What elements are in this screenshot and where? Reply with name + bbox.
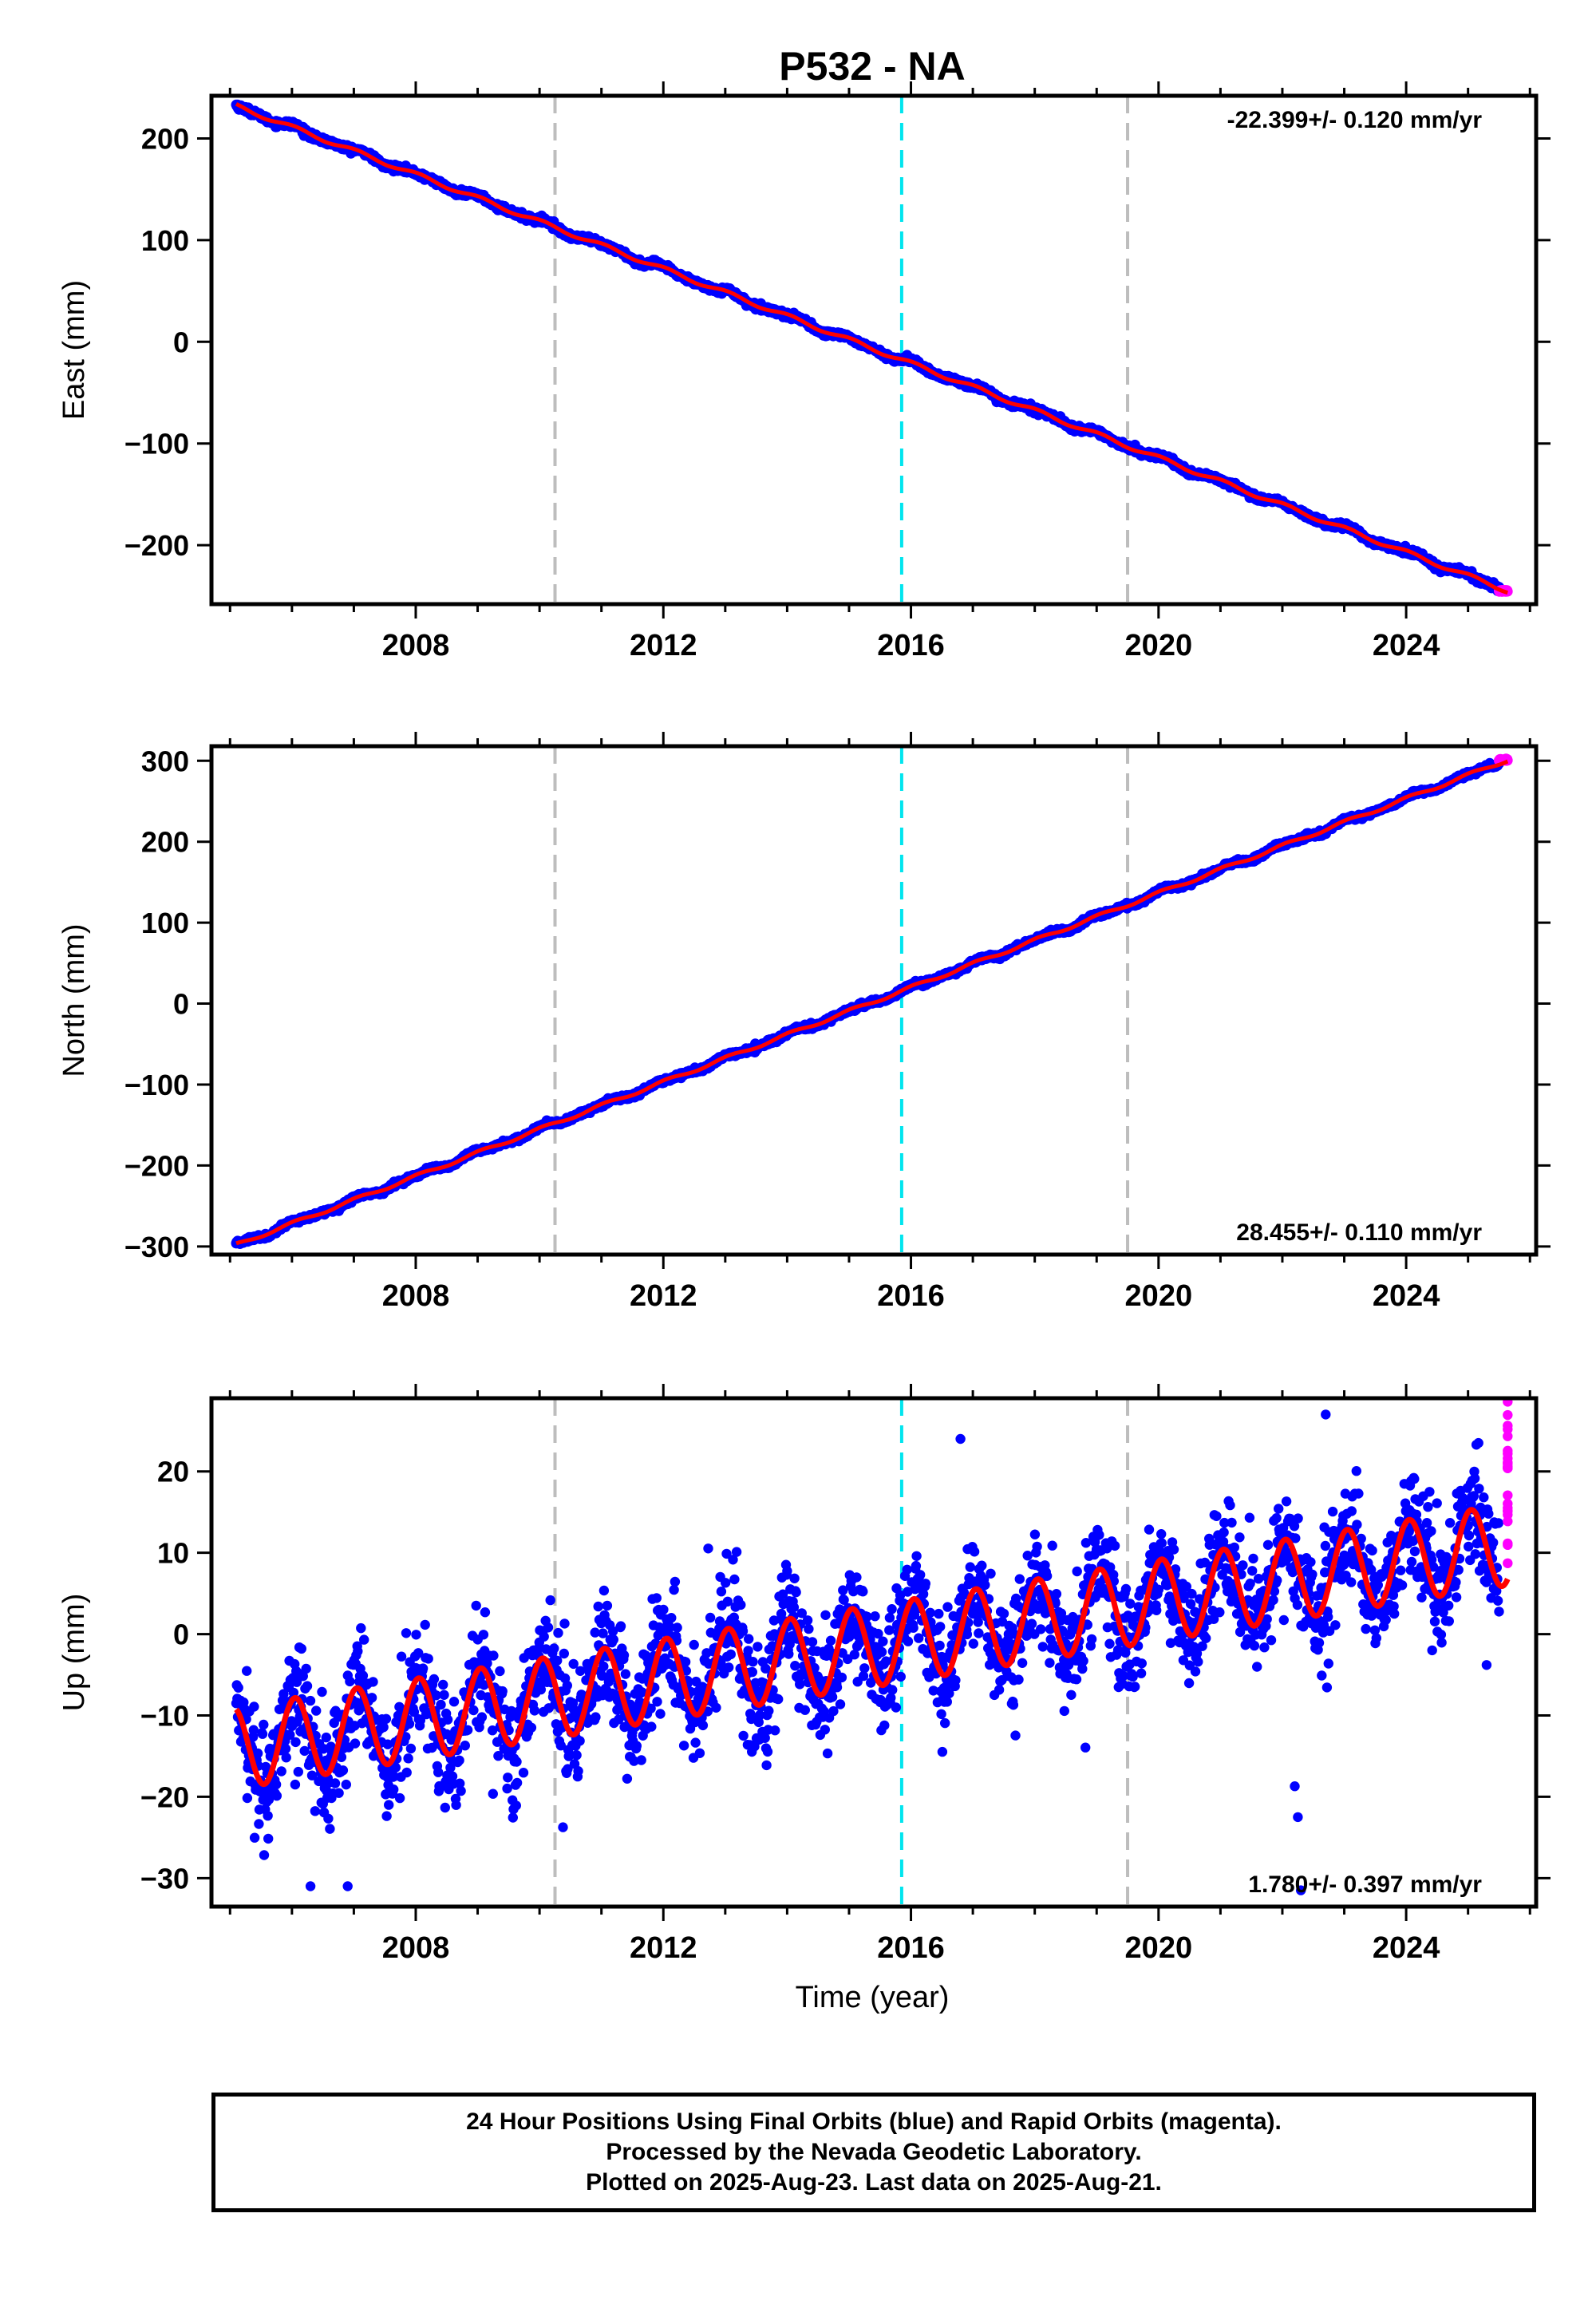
rapid-orbit-point [1503, 1539, 1513, 1551]
y-axis-label: Up (mm) [57, 1594, 91, 1712]
x-tick-label: 2024 [1373, 1279, 1440, 1313]
y-tick-label: −200 [124, 529, 189, 562]
panel-3: 20 10 0 −10 −20 −30 2008 2012 2016 2020 2024 Up (mm… [57, 1384, 1551, 1965]
rapid-orbit-point [1503, 1398, 1513, 1407]
panel-frame [209, 744, 1539, 1257]
rapid-orbit-point [1503, 1409, 1513, 1421]
y-tick-label: 200 [141, 826, 189, 859]
rapid-orbit-point [1503, 1503, 1513, 1513]
model-fit-curve [234, 1507, 1511, 1788]
y-tick-label: 100 [141, 224, 189, 257]
x-tick-label: 2024 [1373, 629, 1440, 662]
caption-line-processor: Processed by the Nevada Geodetic Laborat… [606, 2139, 1142, 2165]
x-tick-label: 2024 [1373, 1931, 1440, 1965]
x-tick-label: 2008 [382, 1931, 450, 1965]
y-tick-label: 10 [157, 1537, 189, 1570]
y-tick-label: 20 [157, 1456, 189, 1488]
x-tick-label: 2012 [630, 629, 697, 662]
rate-annotation: -22.399+/- 0.120 mm/yr [1227, 107, 1483, 133]
y-tick-label: −100 [124, 428, 189, 460]
panel-1: 200 100 0 −100 −200 2008 2012 2016 2020 2024 East … [57, 81, 1551, 662]
y-tick-label: −30 [140, 1862, 189, 1895]
rate-annotation: 1.780+/- 0.397 mm/yr [1248, 1871, 1482, 1898]
panel-2: 300 200 100 0 −100 −200 −300 2008 2012 2016 2020 20… [57, 732, 1551, 1313]
x-tick-label: 2020 [1125, 629, 1193, 662]
x-tick-label: 2008 [382, 629, 450, 662]
y-axis-label: North (mm) [57, 923, 91, 1077]
y-tick-label: 0 [173, 988, 189, 1021]
x-tick-label: 2016 [877, 629, 945, 662]
caption-line-dates: Plotted on 2025-Aug-23. Last data on 202… [586, 2169, 1162, 2195]
rapid-orbit-point [1503, 1421, 1513, 1431]
model-fit-curve [235, 102, 1508, 595]
rate-annotation: 28.455+/- 0.110 mm/yr [1236, 1219, 1482, 1246]
model-fit-curve [235, 759, 1509, 1246]
caption-box: 24 Hour Positions Using Final Orbits (bl… [211, 2093, 1536, 2212]
y-tick-label: −200 [124, 1149, 189, 1182]
y-tick-label: 300 [141, 745, 189, 777]
x-tick-label: 2012 [630, 1931, 697, 1965]
x-tick-label: 2012 [630, 1279, 697, 1313]
x-tick-label: 2020 [1125, 1931, 1193, 1965]
rapid-orbit-point [1503, 1461, 1513, 1472]
panel-frame [209, 93, 1539, 607]
x-tick-label: 2016 [877, 1931, 945, 1965]
y-axis-label: East (mm) [57, 280, 91, 420]
x-tick-label: 2016 [877, 1279, 945, 1313]
y-tick-label: 0 [173, 326, 189, 358]
rapid-orbit-point [1503, 1445, 1513, 1456]
y-tick-label: −300 [124, 1231, 189, 1263]
rapid-orbit-point [1503, 1431, 1513, 1441]
rapid-orbit-point [1503, 1453, 1513, 1464]
x-axis-label: Time (year) [796, 1981, 950, 2014]
caption-line-orbits: 24 Hour Positions Using Final Orbits (bl… [466, 2109, 1282, 2135]
y-tick-label: −20 [140, 1780, 189, 1813]
chart-title: P532 - NA [779, 44, 965, 89]
rapid-orbit-point [1503, 1516, 1513, 1527]
rapid-orbit-point [1503, 1558, 1513, 1568]
y-tick-label: 0 [173, 1618, 189, 1651]
rapid-orbit-point [1503, 1490, 1513, 1500]
y-tick-label: 100 [141, 907, 189, 939]
y-tick-label: −10 [140, 1699, 189, 1732]
panel-frame [209, 1396, 1539, 1909]
rapid-orbit-points [1503, 1398, 1513, 1568]
y-tick-label: 200 [141, 123, 189, 156]
x-tick-label: 2008 [382, 1279, 450, 1313]
x-tick-label: 2020 [1125, 1279, 1193, 1313]
y-tick-label: −100 [124, 1069, 189, 1101]
